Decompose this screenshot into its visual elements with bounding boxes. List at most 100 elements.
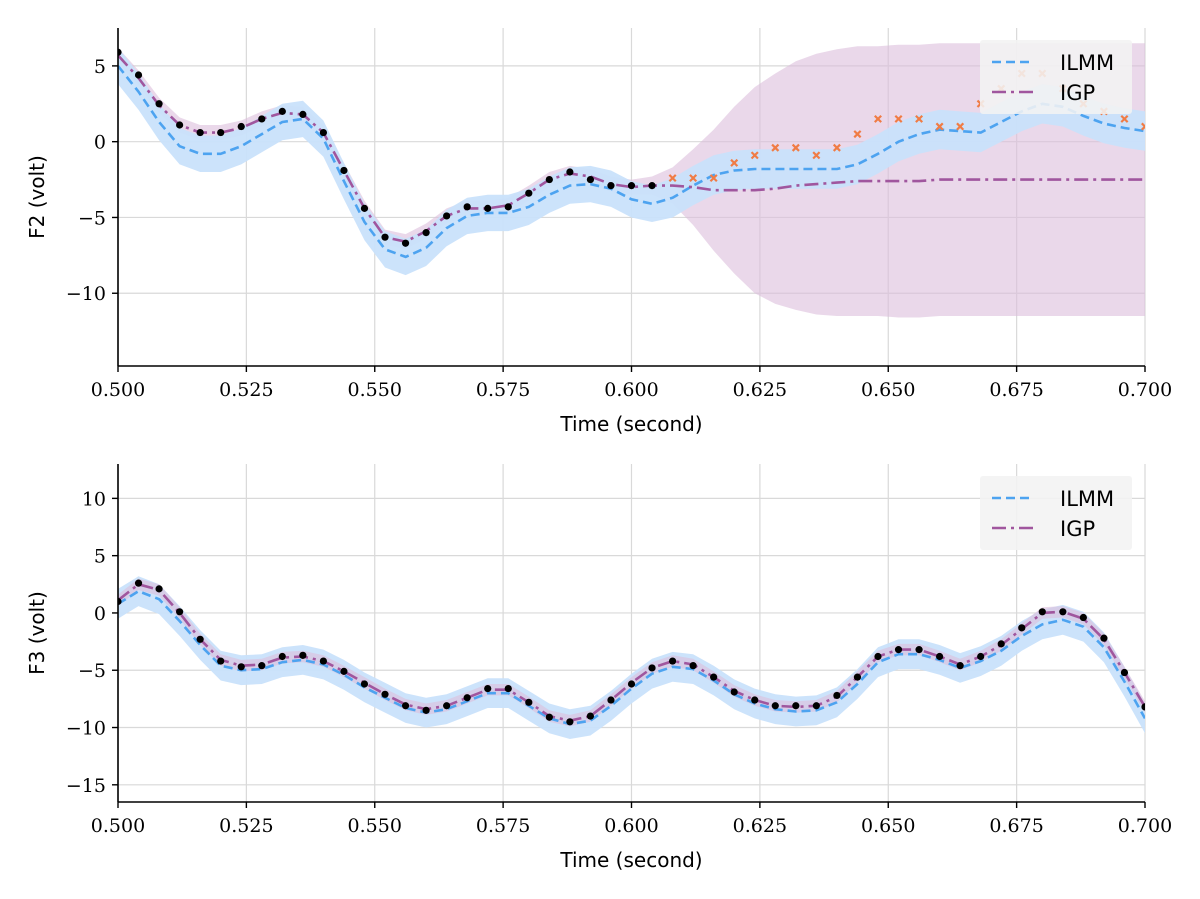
observed-point (812, 702, 820, 710)
observed-point (196, 128, 204, 137)
held-out-cross-b (668, 174, 677, 183)
held-out-cross-b (915, 114, 924, 123)
series-line-ilmm (118, 65, 1145, 259)
plot-area (118, 576, 1145, 739)
observed-point (997, 640, 1005, 648)
held-out-point (1141, 122, 1145, 131)
observed-point (730, 688, 738, 696)
observed-point (607, 696, 615, 704)
x-tick-label: 0.575 (476, 815, 530, 837)
observed-point (360, 204, 369, 212)
y-tick-label: 0 (94, 603, 106, 625)
held-out-point (1120, 114, 1129, 123)
observed-point (525, 698, 533, 706)
observed-point (176, 121, 184, 129)
plot-area (118, 43, 1145, 318)
y-axis-title: F3 (volt) (25, 591, 49, 675)
held-out-point (935, 122, 944, 131)
observed-point (278, 652, 286, 661)
observed-point (299, 110, 307, 118)
y-tick-label: 5 (94, 56, 106, 78)
observed-point (792, 702, 800, 710)
held-out-point (853, 130, 862, 139)
observed-point (381, 690, 389, 698)
observed-point (936, 652, 944, 661)
x-tick-label: 0.650 (861, 815, 915, 837)
observed-point (956, 662, 964, 670)
x-tick-label: 0.575 (476, 379, 530, 401)
observed-point (134, 579, 143, 587)
chart-panel-f2: 0.500 0.525 0.550 0.575 0.600 0.625 0.650 0.675… (25, 28, 1172, 436)
held-out-cross-b (935, 122, 944, 131)
legend-box (980, 40, 1132, 114)
observed-point (566, 718, 574, 726)
x-tick-label: 0.500 (91, 379, 145, 401)
observed-point (710, 673, 718, 681)
observed-point (360, 680, 369, 688)
observed-point (915, 646, 923, 654)
held-out-cross-b (730, 158, 739, 167)
held-out-cross-b (771, 143, 780, 152)
legend-label-igp: IGP (1060, 517, 1095, 541)
legend: ILMM IGP (980, 40, 1132, 114)
observed-point (299, 651, 307, 659)
observed-point (463, 203, 471, 211)
x-tick-label: 0.675 (989, 815, 1043, 837)
held-out-point (750, 151, 759, 160)
held-out-cross-b (689, 174, 698, 183)
observed-point (648, 182, 656, 190)
observed-point (607, 182, 615, 190)
observed-point (545, 713, 553, 721)
observed-point (118, 597, 122, 606)
observed-point (443, 212, 451, 220)
observed-point (196, 635, 204, 643)
held-out-point (832, 143, 841, 152)
observed-point (422, 229, 430, 237)
observed-point (566, 168, 574, 176)
observed-point (278, 107, 286, 115)
held-out-cross-b (853, 130, 862, 139)
observed-point (977, 652, 985, 661)
chart-panel-f3: 0.500 0.525 0.550 0.575 0.600 0.625 0.650 0.675… (25, 464, 1172, 872)
held-out-cross-b (1120, 114, 1129, 123)
held-out-point (668, 174, 677, 183)
held-out-point (689, 174, 698, 183)
y-tick-label: −5 (78, 207, 106, 229)
held-out-point (730, 158, 739, 167)
x-tick-label: 0.525 (219, 815, 273, 837)
observed-point (381, 233, 389, 241)
held-out-cross-b (750, 151, 759, 160)
legend-label-igp: IGP (1060, 81, 1095, 105)
x-tick-label: 0.650 (861, 379, 915, 401)
observed-point (504, 203, 512, 211)
observed-point (237, 122, 245, 131)
observed-point (771, 702, 779, 710)
x-tick-label: 0.600 (604, 379, 658, 401)
held-out-cross-b (832, 143, 841, 152)
observed-point (319, 657, 327, 665)
held-out-point (771, 143, 780, 152)
observed-point (668, 657, 677, 665)
observed-point (586, 175, 595, 184)
observed-point (134, 71, 143, 79)
observed-point (1059, 608, 1067, 616)
observed-point (484, 204, 492, 212)
observed-point (217, 128, 225, 137)
x-tick-label: 0.500 (91, 815, 145, 837)
observed-point (586, 712, 595, 720)
x-tick-label: 0.675 (989, 379, 1043, 401)
observed-point (319, 128, 327, 137)
observed-point (1100, 634, 1108, 642)
observed-point (484, 684, 492, 693)
observed-point (525, 189, 533, 197)
observed-point (118, 48, 122, 56)
observed-point (627, 680, 636, 688)
held-out-cross-b (874, 114, 882, 123)
held-out-point (894, 114, 903, 123)
held-out-cross-a (1141, 122, 1145, 129)
x-axis-title: Time (second) (559, 412, 702, 436)
y-tick-label: 5 (94, 546, 106, 568)
observed-point (648, 664, 656, 672)
observed-point (627, 182, 636, 190)
